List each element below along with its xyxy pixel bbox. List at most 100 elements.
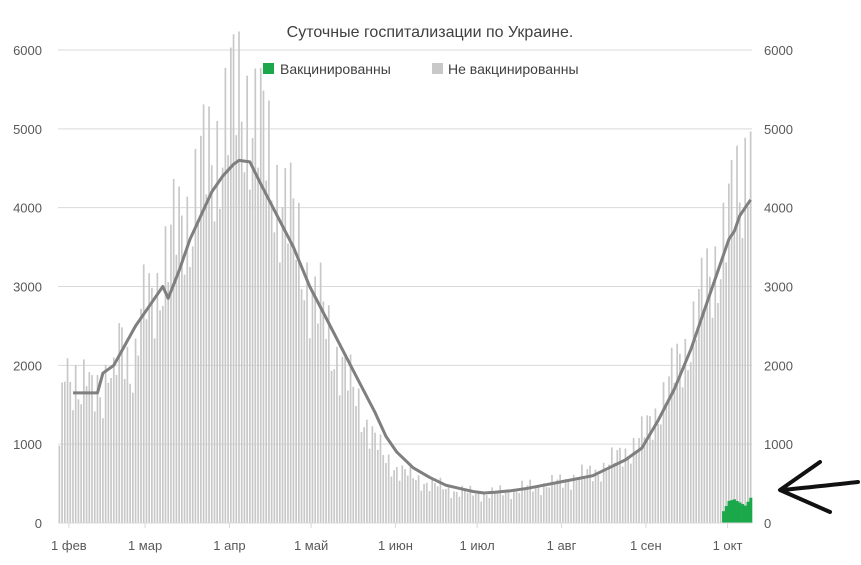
- bar-unvaccinated: [287, 243, 289, 523]
- bar-unvaccinated: [488, 498, 491, 523]
- bar-unvaccinated: [578, 478, 581, 523]
- bar-unvaccinated: [480, 501, 483, 523]
- bar-vaccinated: [746, 501, 750, 523]
- bar-unvaccinated: [415, 480, 417, 523]
- bar-unvaccinated: [659, 424, 662, 523]
- bar-unvaccinated: [649, 416, 651, 523]
- bar-unvaccinated: [347, 390, 349, 523]
- bar-unvaccinated: [327, 305, 330, 523]
- bar-unvaccinated: [338, 395, 341, 523]
- bar-unvaccinated: [621, 466, 624, 523]
- bar-unvaccinated: [676, 343, 679, 523]
- bar-unvaccinated: [156, 272, 159, 523]
- y-tick-label: 6000: [13, 43, 42, 58]
- bar-vaccinated: [738, 502, 742, 523]
- bar-unvaccinated: [300, 289, 303, 523]
- bar-unvaccinated: [483, 494, 485, 523]
- bar-unvaccinated: [515, 491, 518, 523]
- bar-unvaccinated: [499, 485, 502, 523]
- bar-unvaccinated: [216, 121, 219, 523]
- bar-unvaccinated: [521, 480, 523, 523]
- bar-unvaccinated: [137, 355, 140, 523]
- y-tick-label: 0: [35, 516, 42, 531]
- bar-unvaccinated: [455, 491, 458, 523]
- x-tick-label: 1 июл: [460, 538, 495, 553]
- bar-unvaccinated: [333, 369, 336, 523]
- bar-unvaccinated: [526, 485, 529, 523]
- x-tick-label: 1 фев: [51, 538, 87, 553]
- bar-unvaccinated: [148, 273, 151, 523]
- bar-unvaccinated: [472, 495, 474, 523]
- bar-unvaccinated: [385, 462, 387, 523]
- bar-unvaccinated: [387, 454, 390, 523]
- bar-unvaccinated: [341, 356, 344, 523]
- y-axis-right: 0 1000 2000 3000 4000 5000 6000: [764, 43, 793, 531]
- bar-unvaccinated: [112, 357, 115, 523]
- bar-unvaccinated: [273, 232, 276, 523]
- bar-vaccinated: [730, 500, 734, 523]
- bar-unvaccinated: [542, 483, 545, 523]
- bar-unvaccinated: [376, 449, 379, 523]
- y-tick-label: 1000: [13, 437, 42, 452]
- bar-unvaccinated: [711, 317, 714, 523]
- bar-unvaccinated: [572, 474, 575, 523]
- bar-unvaccinated: [406, 475, 409, 523]
- bar-unvaccinated: [719, 279, 722, 523]
- bar-unvaccinated: [175, 254, 178, 523]
- bar-unvaccinated: [257, 167, 259, 523]
- bar-unvaccinated: [278, 262, 281, 523]
- bar-unvaccinated: [575, 480, 578, 523]
- bar-unvaccinated: [398, 480, 401, 523]
- legend-swatch-unvaccinated: [432, 63, 443, 74]
- x-tick-label: 1 окт: [713, 538, 743, 553]
- bar-unvaccinated: [638, 438, 640, 523]
- bar-unvaccinated: [673, 382, 676, 523]
- bar-unvaccinated: [714, 246, 717, 523]
- bar-unvaccinated: [88, 372, 91, 523]
- bar-unvaccinated: [145, 319, 148, 523]
- bar-unvaccinated: [80, 404, 82, 523]
- bar-unvaccinated: [706, 248, 708, 523]
- bar-unvaccinated: [172, 178, 175, 523]
- y-tick-label: 4000: [13, 201, 42, 216]
- bar-vaccinated: [743, 505, 747, 523]
- bar-unvaccinated: [306, 262, 308, 523]
- bar-unvaccinated: [567, 481, 570, 523]
- bar-unvaccinated: [281, 207, 284, 524]
- bar-unvaccinated: [317, 323, 319, 523]
- y-tick-label-right: 6000: [764, 43, 793, 58]
- bar-unvaccinated: [319, 262, 322, 523]
- trend-line: [73, 158, 752, 495]
- bar-unvaccinated: [107, 382, 110, 523]
- bar-unvaccinated: [409, 463, 412, 523]
- bar-unvaccinated: [684, 338, 687, 523]
- bar-unvaccinated: [610, 447, 613, 523]
- bar-unvaccinated: [164, 226, 167, 523]
- bar-unvaccinated: [134, 338, 137, 523]
- legend-label-unvaccinated: Не вакцинированны: [448, 61, 579, 77]
- bar-unvaccinated: [202, 104, 205, 523]
- bar-unvaccinated: [276, 164, 278, 523]
- bar-unvaccinated: [434, 482, 436, 523]
- bar-unvaccinated: [284, 168, 287, 523]
- bar-unvaccinated: [325, 339, 327, 523]
- bar-unvaccinated: [477, 492, 480, 523]
- bar-unvaccinated: [336, 346, 338, 523]
- bar-unvaccinated: [493, 492, 496, 523]
- bar-unvaccinated: [349, 354, 352, 523]
- bar-unvaccinated: [444, 489, 447, 523]
- bar-unvaccinated: [423, 484, 425, 523]
- bar-unvaccinated: [308, 338, 311, 523]
- bar-unvaccinated: [104, 364, 107, 523]
- bar-unvaccinated: [439, 477, 442, 523]
- bar-unvaccinated: [118, 323, 121, 523]
- bar-unvaccinated: [738, 202, 741, 524]
- bar-unvaccinated: [224, 67, 227, 524]
- bar-vaccinated: [722, 511, 726, 523]
- bar-unvaccinated: [268, 100, 270, 523]
- bar-unvaccinated: [96, 375, 99, 523]
- bar-unvaccinated: [442, 489, 444, 523]
- bar-unvaccinated: [502, 495, 504, 523]
- bar-unvaccinated: [725, 262, 727, 523]
- bar-unvaccinated: [93, 411, 96, 523]
